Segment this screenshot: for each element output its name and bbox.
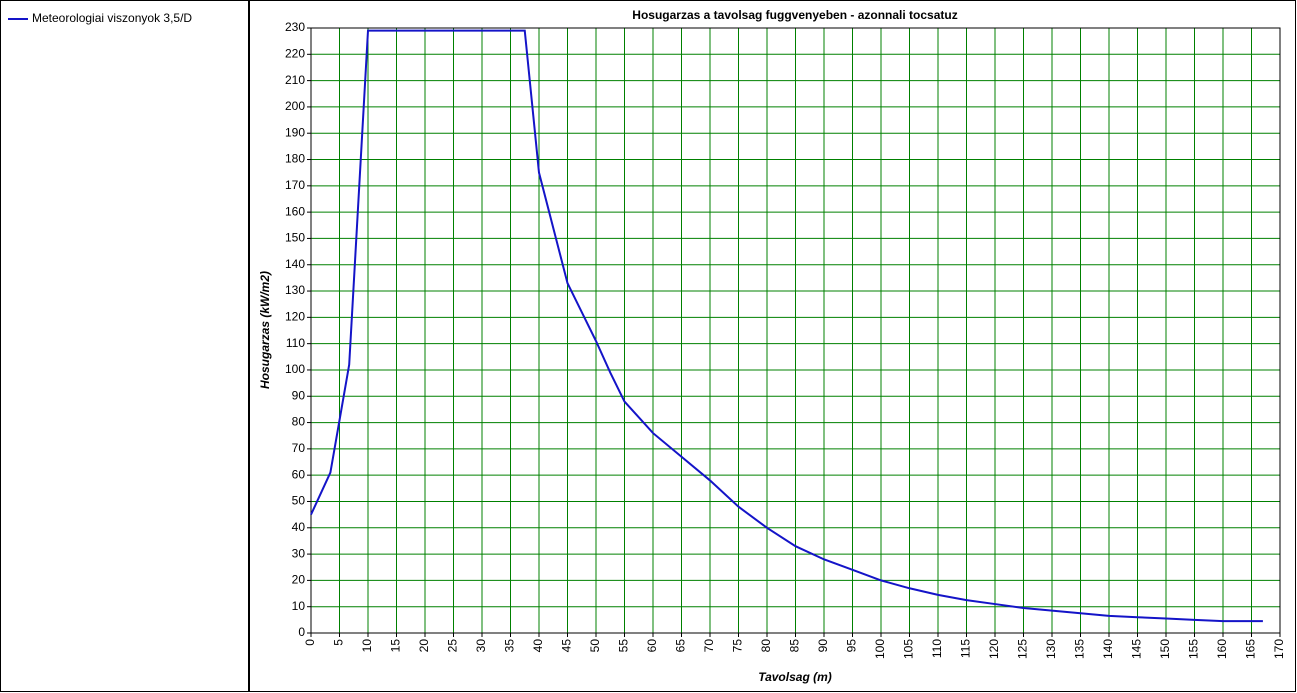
y-tick-label: 130 xyxy=(285,283,305,297)
x-axis-label: Tavolsag (m) xyxy=(758,670,832,684)
x-tick-label: 60 xyxy=(645,639,659,653)
y-tick-label: 100 xyxy=(285,362,305,376)
y-tick-label: 40 xyxy=(292,520,306,534)
y-tick-label: 170 xyxy=(285,178,305,192)
x-tick-label: 95 xyxy=(845,639,859,653)
x-tick-label: 130 xyxy=(1044,639,1058,659)
y-tick-label: 50 xyxy=(292,494,306,508)
y-axis-label: Hosugarzas (kW/m2) xyxy=(258,271,272,389)
y-tick-label: 80 xyxy=(292,415,306,429)
x-tick-label: 155 xyxy=(1187,639,1201,659)
x-tick-label: 70 xyxy=(702,639,716,653)
x-tick-label: 40 xyxy=(531,639,545,653)
x-tick-label: 125 xyxy=(1016,639,1030,659)
y-tick-label: 120 xyxy=(285,310,305,324)
x-tick-label: 0 xyxy=(303,639,317,646)
x-tick-label: 100 xyxy=(873,639,887,659)
x-tick-label: 115 xyxy=(959,639,973,658)
x-tick-label: 55 xyxy=(617,639,631,653)
plot-frame xyxy=(310,27,1281,634)
legend-label: Meteorologiai viszonyok 3,5/D xyxy=(32,11,192,25)
x-tick-label: 50 xyxy=(588,639,602,653)
x-tick-label: 110 xyxy=(930,639,944,658)
x-tick-label: 25 xyxy=(446,639,460,653)
y-tick-label: 110 xyxy=(286,336,305,350)
x-tick-label: 90 xyxy=(816,639,830,653)
x-tick-label: 135 xyxy=(1073,639,1087,659)
y-tick-label: 0 xyxy=(298,625,305,639)
y-tick-label: 30 xyxy=(292,546,306,560)
y-tick-label: 10 xyxy=(292,599,306,613)
x-tick-label: 120 xyxy=(987,639,1001,659)
x-tick-label: 20 xyxy=(417,639,431,653)
x-tick-label: 85 xyxy=(788,639,802,653)
x-tick-label: 145 xyxy=(1130,639,1144,659)
y-tick-label: 200 xyxy=(285,99,305,113)
x-tick-label: 150 xyxy=(1158,639,1172,659)
x-tick-label: 170 xyxy=(1272,639,1286,659)
y-tick-label: 210 xyxy=(285,73,305,87)
x-tick-label: 75 xyxy=(731,639,745,653)
chart-title: Hosugarzas a tavolsag fuggvenyeben - azo… xyxy=(632,8,957,22)
y-tick-label: 160 xyxy=(285,204,305,218)
x-tick-label: 5 xyxy=(332,639,346,646)
y-tick-label: 90 xyxy=(292,388,306,402)
x-tick-label: 80 xyxy=(759,639,773,653)
y-tick-label: 20 xyxy=(292,573,306,587)
series-line xyxy=(310,29,1263,623)
x-tick-label: 30 xyxy=(474,639,488,653)
x-tick-label: 45 xyxy=(560,639,574,653)
y-tick-label: 220 xyxy=(285,46,305,60)
y-tick-label: 70 xyxy=(292,441,306,455)
y-tick-label: 140 xyxy=(285,257,305,271)
y-tick-label: 150 xyxy=(285,231,305,245)
y-tick-label: 180 xyxy=(285,152,305,166)
y-tick-label: 230 xyxy=(285,20,305,34)
x-tick-label: 15 xyxy=(389,639,403,653)
x-tick-label: 35 xyxy=(503,639,517,653)
x-tick-label: 165 xyxy=(1244,639,1258,659)
legend-panel xyxy=(0,0,249,692)
x-tick-label: 65 xyxy=(674,639,688,653)
x-tick-label: 160 xyxy=(1215,639,1229,659)
x-tick-label: 140 xyxy=(1101,639,1115,659)
y-tick-label: 190 xyxy=(285,125,305,139)
x-tick-label: 105 xyxy=(902,639,916,659)
x-tick-label: 10 xyxy=(360,639,374,653)
y-tick-label: 60 xyxy=(292,467,306,481)
